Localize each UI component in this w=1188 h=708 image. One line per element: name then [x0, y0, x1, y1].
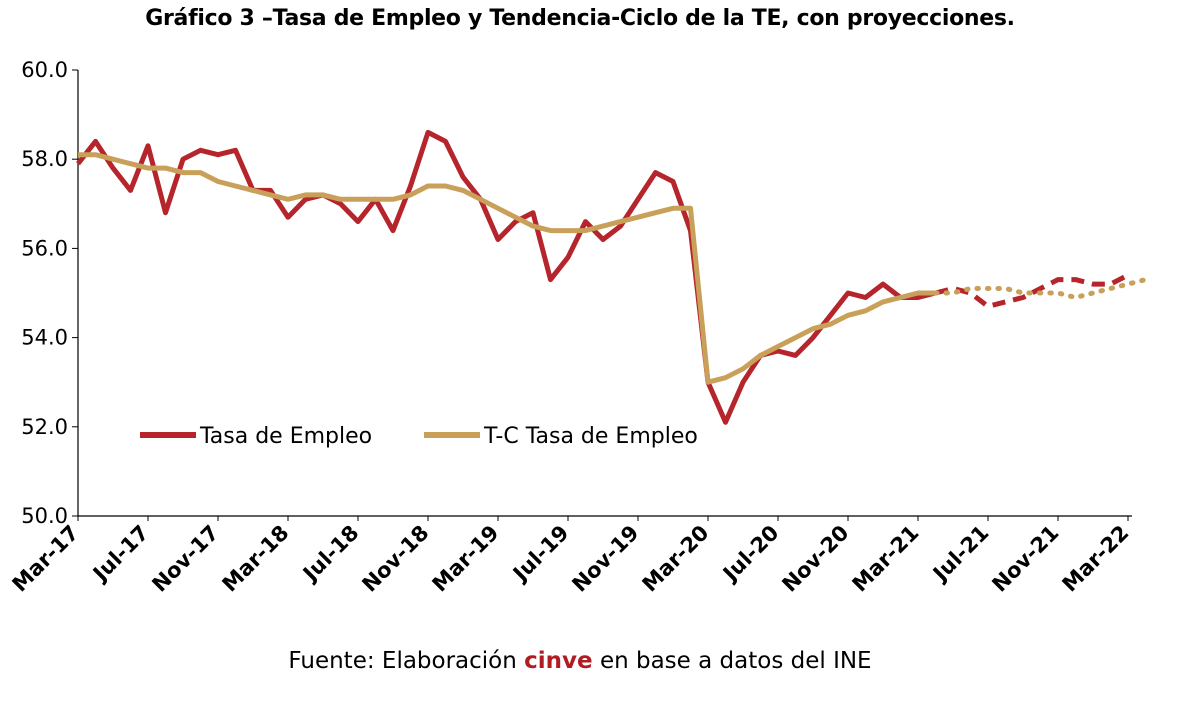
legend-label-tc: T-C Tasa de Empleo: [483, 424, 698, 449]
y-tick-label: 58.0: [21, 147, 68, 171]
x-tick-label: Nov-18: [357, 521, 433, 597]
x-tick-label: Jul-18: [297, 521, 363, 587]
x-tick-label: Jul-21: [927, 521, 993, 587]
y-tick-label: 50.0: [21, 504, 68, 528]
legend-label-te: Tasa de Empleo: [199, 424, 372, 449]
x-tick-label: Nov-17: [147, 521, 223, 597]
te-series-line: [76, 129, 937, 425]
y-axis-ticks: 50.0 52.0 54.0 56.0 58.0 60.0: [21, 58, 78, 528]
x-tick-label: Jul-17: [87, 521, 153, 587]
tc-series-line: [78, 152, 936, 385]
y-tick-label: 56.0: [21, 236, 68, 260]
legend: Tasa de Empleo T-C Tasa de Empleo: [140, 424, 698, 449]
source-suffix: en base a datos del INE: [592, 648, 872, 674]
y-tick-label: 60.0: [21, 58, 68, 82]
source-brand: cinve: [524, 648, 593, 674]
line-chart: 50.052.054.056.058.060.0 Mar-17 Jul-17Nov…: [8, 58, 1148, 597]
series-lines: [76, 129, 1148, 425]
x-tick-label: Mar-18: [218, 521, 294, 597]
tc-projection-line: [933, 277, 1148, 301]
x-tick-label: Jul-20: [717, 521, 783, 587]
axes: [77, 70, 1132, 517]
source-prefix: Fuente: Elaboración: [288, 648, 525, 674]
x-tick-label: Nov-21: [987, 521, 1063, 597]
x-tick-label: Mar-22: [1058, 521, 1134, 597]
chart-title: Gráfico 3 –Tasa de Empleo y Tendencia-Ci…: [145, 6, 1015, 31]
x-tick-label: Nov-20: [777, 521, 853, 597]
x-tick-label: Mar-17: [8, 521, 84, 597]
x-tick-label: Mar-21: [848, 521, 924, 597]
x-tick-label: Jul-19: [507, 521, 573, 587]
x-tick-label: Nov-19: [567, 521, 643, 597]
source-note: Fuente: Elaboración cinve en base a dato…: [0, 648, 1160, 674]
y-tick-label: 54.0: [21, 326, 68, 350]
x-tick-label: Mar-19: [428, 521, 504, 597]
y-tick-label: 52.0: [21, 415, 68, 439]
x-tick-label: Mar-20: [638, 521, 714, 597]
te-projection-line: [934, 272, 1130, 309]
